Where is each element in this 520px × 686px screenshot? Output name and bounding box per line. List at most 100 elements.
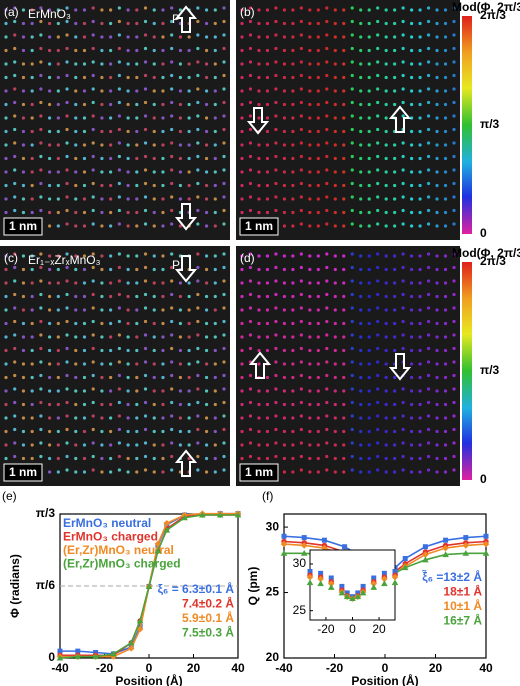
atom xyxy=(299,46,303,51)
atom xyxy=(213,143,217,147)
atom xyxy=(152,416,156,420)
marker xyxy=(75,648,81,654)
atom xyxy=(4,402,8,407)
atom xyxy=(316,375,320,380)
atom xyxy=(426,319,431,324)
atom xyxy=(56,183,60,188)
atom xyxy=(117,127,121,132)
atom xyxy=(48,210,52,215)
atom xyxy=(410,335,414,339)
atom xyxy=(48,75,52,80)
atom xyxy=(299,292,303,297)
atom xyxy=(452,346,456,351)
atom xyxy=(100,321,104,326)
atom xyxy=(82,35,87,39)
atom xyxy=(65,346,69,351)
atom xyxy=(342,443,346,447)
atom xyxy=(161,8,165,12)
atom xyxy=(91,208,95,213)
atom xyxy=(359,294,363,299)
atom xyxy=(350,292,354,297)
atom xyxy=(91,60,95,64)
atom xyxy=(39,208,43,213)
atom xyxy=(265,102,270,107)
atom xyxy=(359,116,363,120)
atom xyxy=(359,281,363,285)
atom xyxy=(21,362,26,366)
atom xyxy=(367,416,371,420)
atom xyxy=(21,443,26,447)
atom xyxy=(117,414,121,418)
atom xyxy=(13,87,17,91)
atom xyxy=(135,429,139,434)
atom xyxy=(65,279,69,283)
atom xyxy=(21,389,26,393)
atom xyxy=(401,60,405,64)
atom xyxy=(213,116,217,120)
atom xyxy=(342,62,346,66)
atom xyxy=(13,387,17,391)
atom-rows xyxy=(4,252,226,474)
atom xyxy=(265,156,270,161)
atom xyxy=(393,470,397,474)
atom xyxy=(393,8,397,12)
atom xyxy=(316,48,320,53)
atom xyxy=(187,429,191,434)
atom xyxy=(65,252,69,256)
atom xyxy=(100,254,104,258)
atom xyxy=(117,222,121,226)
atom xyxy=(21,89,26,93)
marker xyxy=(306,579,314,586)
atom xyxy=(204,35,209,39)
atom xyxy=(143,73,148,78)
atom xyxy=(82,48,87,53)
atom xyxy=(350,114,354,118)
atom xyxy=(100,75,104,80)
atom xyxy=(452,60,456,64)
atom xyxy=(74,254,78,258)
atom xyxy=(248,441,253,445)
atom xyxy=(308,362,312,366)
atom xyxy=(187,143,191,147)
atom xyxy=(299,6,303,10)
atom xyxy=(222,414,226,418)
atom xyxy=(135,416,139,420)
atom xyxy=(109,210,113,215)
atom xyxy=(384,210,388,215)
atom xyxy=(299,19,303,24)
atom xyxy=(30,8,34,12)
atom xyxy=(178,335,182,339)
marker xyxy=(401,564,409,571)
atom xyxy=(452,154,456,159)
atom xyxy=(222,127,226,132)
atom xyxy=(39,265,43,270)
atom xyxy=(126,129,130,134)
atom xyxy=(350,195,354,199)
atom xyxy=(30,267,34,272)
atom xyxy=(291,470,295,474)
atom xyxy=(308,456,312,461)
atom xyxy=(265,254,270,258)
atom xyxy=(248,168,253,172)
atom xyxy=(376,414,380,418)
atom xyxy=(325,400,329,405)
atom xyxy=(109,75,113,80)
atom xyxy=(126,48,130,53)
atom xyxy=(152,21,156,26)
annotation: 10±1 Å xyxy=(443,598,482,613)
atom xyxy=(401,46,405,51)
atom xyxy=(30,102,34,107)
atom xyxy=(152,75,156,80)
atom xyxy=(257,308,261,312)
atom xyxy=(418,210,422,215)
atom xyxy=(426,60,431,64)
atom xyxy=(333,224,337,228)
atom xyxy=(418,389,422,393)
atom xyxy=(143,306,148,310)
sample-name: Er₁₋ₓZrₓMnO₃ xyxy=(28,253,101,267)
atom xyxy=(282,456,286,461)
atom xyxy=(452,414,456,418)
atom xyxy=(282,8,286,12)
atom xyxy=(282,156,286,161)
atom xyxy=(100,116,104,120)
